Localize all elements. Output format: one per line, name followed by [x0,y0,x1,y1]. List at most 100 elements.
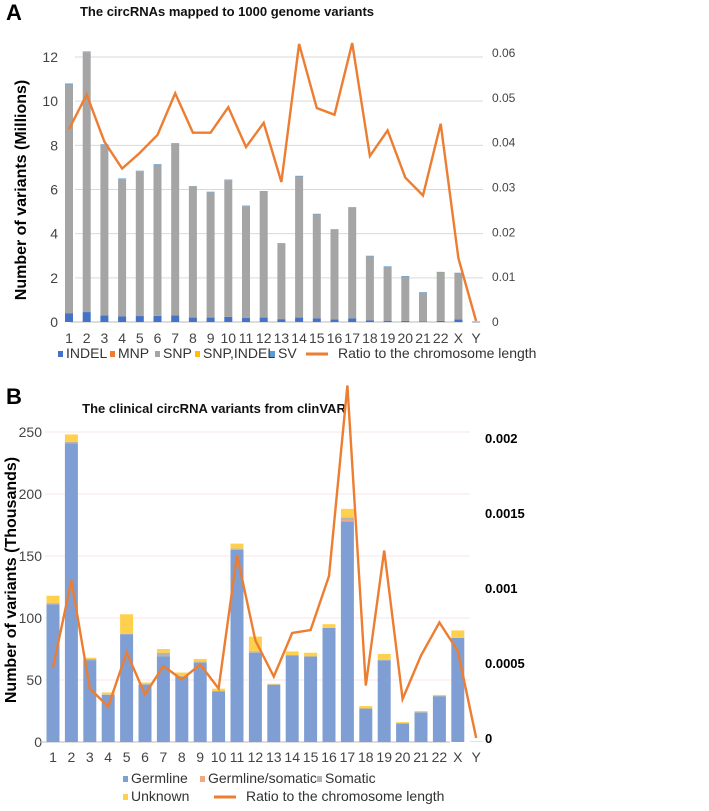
bar-germline-13 [267,684,281,742]
bar-sv-22 [436,271,445,273]
bar-snp-7 [171,143,180,316]
y2-tick-label: 0.04 [492,136,516,150]
x-tick-label: 13 [274,330,290,346]
y-tick-label: 8 [50,137,58,153]
legend-swatch [195,351,200,357]
x-tick-label: 13 [266,749,282,765]
x-tick-label: 20 [395,749,411,765]
bar-indel-13 [277,319,286,322]
bar-sv-9 [206,191,215,193]
bar-snp-14 [295,176,304,318]
chart-title: The clinical circRNA variants from clinV… [82,401,346,416]
bar-unknown-Y [469,741,483,742]
y-tick-label: 2 [50,270,58,286]
bar-germline-7 [156,656,170,742]
bar-indel-4 [118,316,127,322]
y-axis-label: Number of variants (Thousands) [3,457,20,703]
x-tick-label: 2 [83,330,91,346]
y2-tick-label: 0 [492,315,499,329]
bar-unknown-7 [156,649,170,653]
y2-tick-label: 0.03 [492,181,516,195]
bar-sv-6 [153,164,162,165]
bar-indel-20 [401,320,410,322]
y-tick-label: 0 [34,734,42,750]
bar-sv-21 [419,292,427,293]
legend-label: Ratio to the chromosome length [246,788,444,804]
bar-indel-9 [206,317,215,322]
legend-label: Ratio to the chromosome length [338,345,536,361]
bar-sv-X [454,272,463,274]
bar-snp-Y [472,321,481,322]
bar-germline-4 [101,694,115,742]
y2-tick-label: 0.06 [492,46,516,60]
bar-indel-3 [100,315,109,322]
x-tick-label: 11 [230,749,245,765]
bar-snp-11 [242,206,250,319]
bar-germline-10 [212,691,226,742]
bar-snp-6 [153,164,162,316]
bar-snp-13 [277,243,286,320]
bar-snp-indel-5 [135,171,144,172]
bar-indel-1 [65,313,73,322]
bar-indel-22 [436,320,445,322]
y2-tick-label: 0.02 [492,225,516,239]
bar-unknown-2 [64,434,78,442]
y-tick-label: 6 [50,182,58,198]
bar-unknown-16 [322,624,336,628]
bar-somatic-7 [156,652,170,657]
x-tick-label: 9 [196,749,204,765]
bar-indel-12 [259,317,268,322]
bar-sv-20 [401,276,410,277]
bar-sv-18 [365,255,374,257]
x-tick-label: 9 [207,330,215,346]
bar-snp-8 [188,186,197,318]
bar-snp-X [454,273,463,320]
bar-snp-16 [330,229,339,320]
x-tick-label: 4 [118,330,126,346]
bar-germline-somatic-17 [340,520,354,522]
legend-label: Germline/somatic [208,770,317,786]
legend-swatch [123,776,128,782]
panel-letter: B [6,384,22,409]
legend-swatch [155,351,160,357]
x-tick-label: 7 [160,749,168,765]
x-tick-label: X [453,749,463,765]
bar-snp-4 [118,179,127,317]
bar-sv-1 [65,83,73,85]
bar-germline-1 [46,604,60,742]
bar-snp-12 [259,191,268,318]
bar-snp-10 [224,180,233,317]
bar-unknown-14 [285,651,299,656]
bar-indel-19 [383,320,392,322]
bar-somatic-3 [83,658,97,661]
bar-indel-8 [188,317,197,322]
x-tick-label: 12 [248,749,264,765]
x-tick-label: 5 [136,330,144,346]
x-tick-label: 1 [65,330,73,346]
bar-unknown-21 [414,711,428,713]
bar-sv-12 [259,191,268,192]
legend-swatch [58,351,63,357]
bar-snp-15 [312,214,321,319]
bar-indel-21 [419,321,427,322]
bar-unknown-1 [46,595,60,604]
legend-label: Unknown [131,788,189,804]
bar-unknown-13 [267,683,281,685]
x-tick-label: 11 [239,330,254,346]
panel-letter: A [6,0,22,25]
bar-germline-8 [175,676,189,742]
legend-label: SNP [163,345,192,361]
bar-snp-9 [206,192,215,318]
y-tick-label: 100 [19,610,43,626]
bar-indel-X [454,319,463,322]
bar-snp-5 [135,171,144,317]
x-tick-label: 8 [178,749,186,765]
y2-tick-label: 0.0005 [485,656,525,671]
bar-somatic-12 [248,651,262,653]
bar-snp-3 [100,144,109,316]
bar-somatic-13 [267,684,281,685]
bar-germline-17 [340,521,354,742]
x-tick-label: 7 [171,330,179,346]
bar-sv-16 [330,229,339,230]
bar-germline-15 [304,656,318,742]
